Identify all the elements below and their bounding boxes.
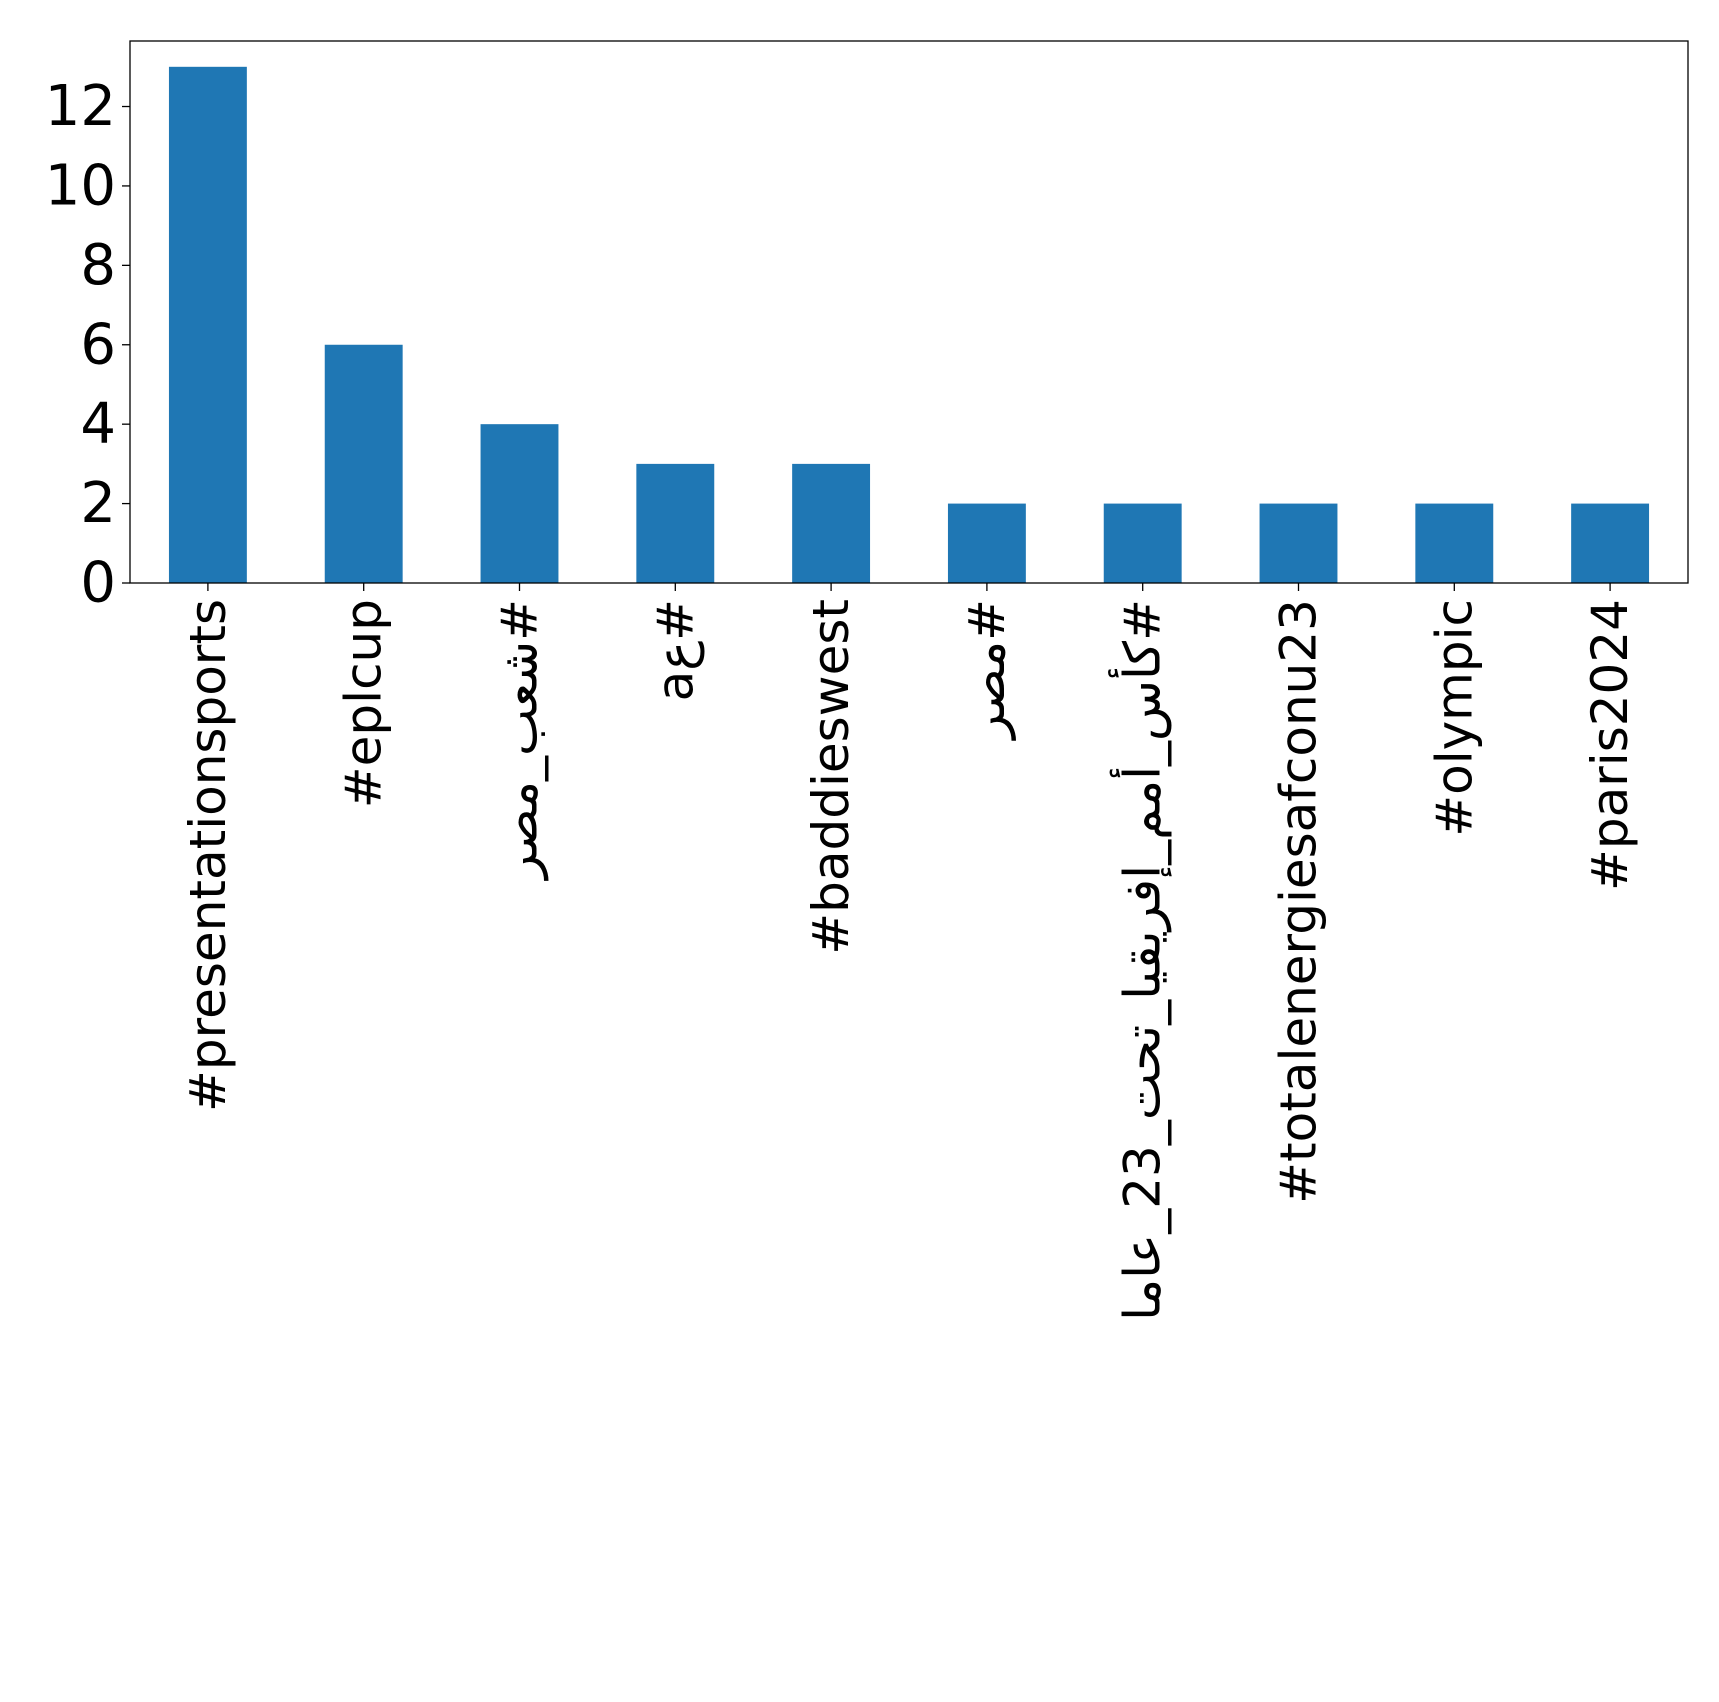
x-tick-label: #عa (646, 599, 704, 701)
x-tick-label: #baddieswest (802, 599, 860, 955)
y-tick-label: 6 (80, 312, 116, 377)
y-tick-label: 4 (80, 392, 116, 457)
y-tick-label: 2 (80, 471, 116, 536)
bar-9 (1571, 503, 1650, 583)
bar-2 (480, 424, 559, 583)
bar-4 (792, 463, 871, 583)
plot-frame (129, 40, 1689, 584)
y-axis: 0 2 4 6 8 10 12 (45, 74, 130, 616)
bar-5 (947, 503, 1026, 583)
x-tick-label: #شعب_مصر (491, 599, 549, 882)
bar-8 (1415, 503, 1494, 583)
x-tick-label: #olympic (1425, 599, 1483, 837)
x-axis: #presentationsports #eplcup #شعب_مصر #عa #ba… (179, 583, 1639, 1321)
x-tick-label: #presentationsports (179, 599, 237, 1112)
x-tick-label: #كأس_أمم_إفريقيا_تحت_23_عاما (1108, 599, 1173, 1321)
x-tick-label: #totalenergiesafconu23 (1270, 599, 1328, 1204)
x-tick-label: #paris2024 (1581, 599, 1639, 891)
y-tick-label: 10 (45, 153, 116, 218)
bar-1 (324, 344, 403, 583)
y-tick-label: 0 (80, 551, 116, 616)
bars-group (168, 66, 1650, 584)
bar-7 (1259, 503, 1338, 583)
bar-6 (1103, 503, 1182, 583)
y-tick-label: 12 (45, 74, 116, 139)
bar-3 (636, 463, 715, 583)
bar-0 (168, 66, 247, 584)
x-tick-label: #eplcup (335, 599, 393, 808)
x-tick-label: #مصر (958, 599, 1016, 742)
y-tick-label: 8 (80, 233, 116, 298)
